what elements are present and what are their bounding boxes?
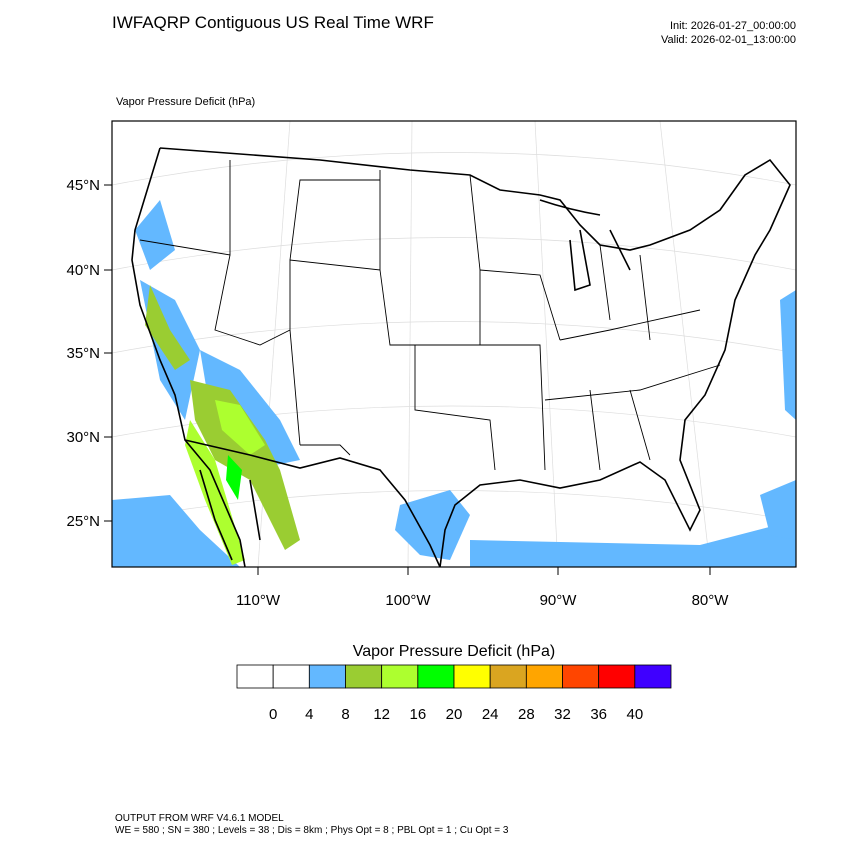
lat-label: 45°N	[66, 177, 100, 194]
colorbar-label: 4	[305, 706, 313, 723]
colorbar-title: Vapor Pressure Deficit (hPa)	[353, 643, 555, 660]
colorbar-box	[345, 664, 383, 689]
colorbar-box	[381, 664, 419, 689]
footer-line: WE = 580 ; SN = 380 ; Levels = 38 ; Dis …	[115, 825, 509, 836]
colorbar-box	[417, 664, 455, 689]
colorbar-label: 0	[269, 706, 277, 723]
lat-label: 35°N	[66, 345, 100, 362]
lon-label: 80°W	[692, 592, 730, 609]
colorbar-label: 16	[409, 706, 426, 723]
valid-time: Valid: 2026-02-01_13:00:00	[661, 34, 796, 46]
colorbar-box	[562, 664, 600, 689]
lon-label: 90°W	[540, 592, 578, 609]
colorbar-box	[489, 664, 527, 689]
lat-label: 40°N	[66, 262, 100, 279]
lat-label: 25°N	[66, 513, 100, 530]
footer-line: OUTPUT FROM WRF V4.6.1 MODEL	[115, 813, 284, 824]
vpd-shading	[112, 200, 796, 567]
lat-label: 30°N	[66, 429, 100, 446]
colorbar: 0 4 8 12 16 20 24 28 32 36 40	[236, 664, 672, 723]
colorbar-label: 40	[626, 706, 643, 723]
colorbar-box	[308, 664, 346, 689]
lon-label: 110°W	[236, 592, 281, 609]
colorbar-label: 12	[373, 706, 390, 723]
colorbar-box	[453, 664, 491, 689]
colorbar-box	[525, 664, 563, 689]
title: IWFAQRP Contiguous US Real Time WRF	[112, 13, 434, 32]
map-frame	[111, 120, 797, 568]
field-label: Vapor Pressure Deficit (hPa)	[116, 96, 255, 108]
colorbar-label: 24	[482, 706, 499, 723]
colorbar-box	[236, 664, 274, 689]
colorbar-label: 28	[518, 706, 535, 723]
init-time: Init: 2026-01-27_00:00:00	[670, 20, 796, 32]
colorbar-label: 36	[590, 706, 607, 723]
colorbar-label: 20	[446, 706, 463, 723]
state-borders	[139, 160, 721, 471]
colorbar-box	[598, 664, 636, 689]
colorbar-box	[272, 664, 310, 689]
colorbar-label: 32	[554, 706, 571, 723]
lon-label: 100°W	[385, 592, 431, 609]
coastlines	[131, 147, 791, 567]
colorbar-label: 8	[341, 706, 349, 723]
map: 45°N 40°N 35°N 30°N 25°N 110°W 100°W 90°W 80°W	[66, 120, 797, 609]
colorbar-box	[634, 664, 672, 689]
